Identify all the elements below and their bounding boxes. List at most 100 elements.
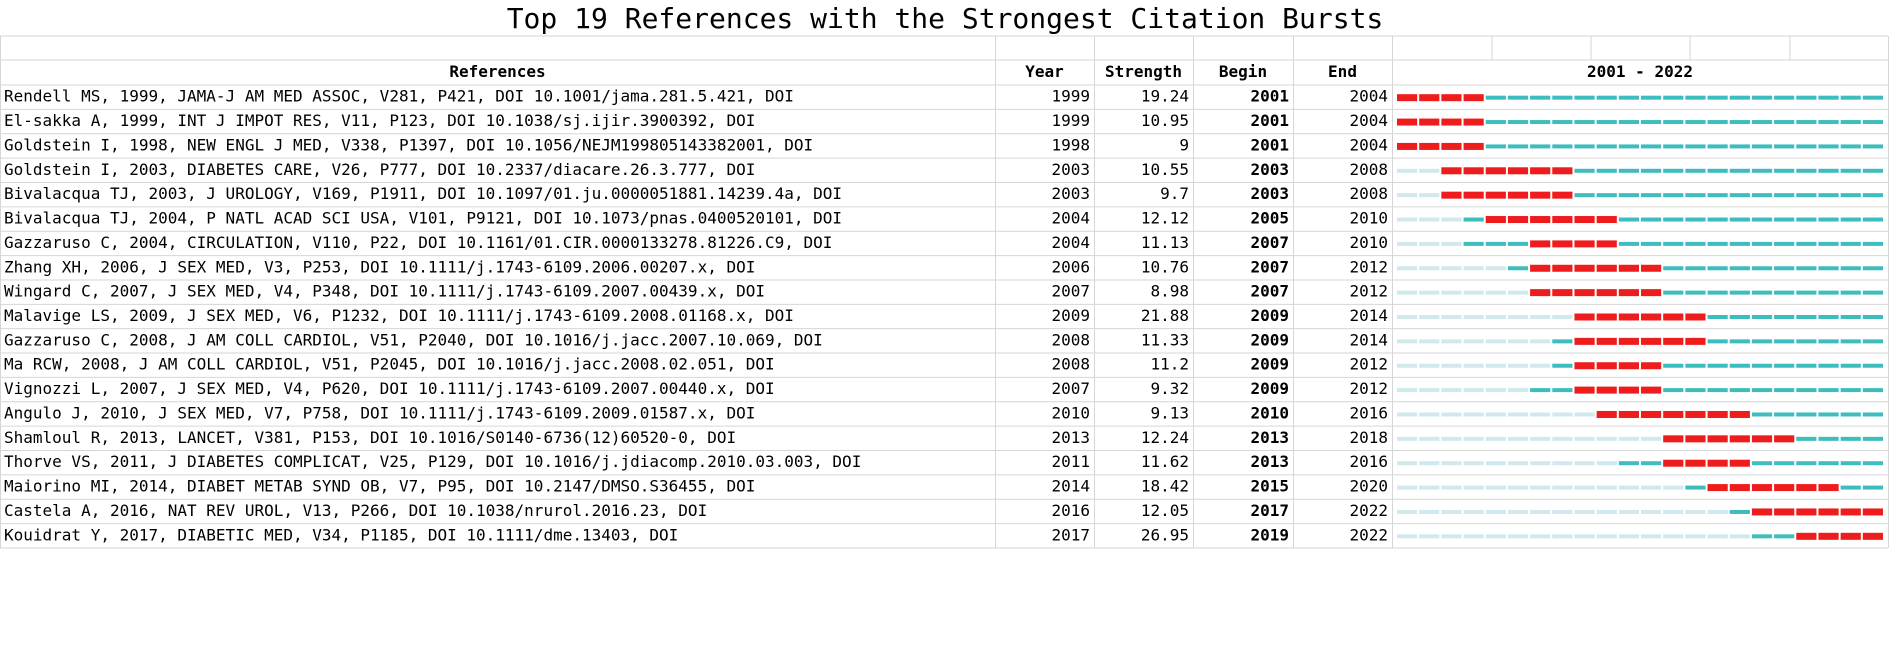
timeline-segment — [1840, 388, 1861, 393]
timeline-segment — [1707, 95, 1728, 100]
reference: Wingard C, 2007, J SEX MED, V4, P348, DO… — [4, 282, 765, 301]
timeline-segment — [1441, 290, 1462, 295]
burst-segment — [1574, 264, 1595, 272]
timeline-segment — [1530, 388, 1551, 393]
timeline-segment — [1419, 168, 1440, 173]
timeline-segment — [1751, 144, 1773, 149]
burst-segment — [1663, 337, 1684, 345]
timeline-segment — [1485, 339, 1506, 344]
timeline-segment — [1641, 485, 1662, 490]
burst-segment — [1618, 362, 1639, 370]
reference: Malavige LS, 2009, J SEX MED, V6, P1232,… — [4, 306, 794, 325]
timeline-segment — [1397, 436, 1418, 441]
strength: 8.98 — [1150, 282, 1189, 301]
timeline-segment — [1485, 461, 1506, 466]
timeline-segment — [1818, 193, 1839, 198]
timeline-segment — [1419, 217, 1440, 222]
timeline-segment — [1530, 95, 1551, 100]
burst-segment — [1641, 337, 1662, 345]
burst-segment — [1463, 191, 1484, 199]
timeline-segment — [1552, 315, 1573, 319]
end: 2012 — [1349, 282, 1388, 301]
burst-segment — [1441, 142, 1462, 150]
timeline-segment — [1552, 144, 1573, 149]
timeline-segment — [1729, 95, 1750, 100]
burst-segment — [1618, 264, 1639, 272]
begin: 2017 — [1250, 501, 1289, 520]
timeline-segment — [1485, 436, 1506, 441]
end: 2020 — [1349, 477, 1388, 496]
burst-segment — [1530, 191, 1551, 199]
timeline-segment — [1507, 388, 1529, 393]
burst-segment — [1574, 216, 1595, 224]
timeline-segment — [1507, 120, 1529, 125]
timeline-segment — [1818, 168, 1839, 173]
timeline-segment — [1641, 534, 1662, 539]
timeline-segment — [1596, 120, 1617, 125]
begin: 2009 — [1250, 330, 1289, 349]
burst-segment — [1618, 289, 1639, 297]
burst-segment — [1663, 435, 1684, 443]
burst-segment — [1530, 167, 1551, 175]
burst-segment — [1641, 362, 1662, 370]
timeline-segment — [1574, 509, 1595, 514]
timeline-segment — [1707, 266, 1728, 271]
timeline-segment — [1441, 315, 1462, 319]
timeline-segment — [1774, 534, 1795, 539]
timeline-segment — [1463, 217, 1484, 222]
timeline-segment — [1707, 363, 1728, 368]
timeline-segment — [1618, 217, 1639, 222]
timeline-segment — [1530, 461, 1551, 466]
timeline-segment — [1574, 534, 1595, 539]
year: 2014 — [1051, 477, 1090, 496]
reference: Zhang XH, 2006, J SEX MED, V3, P253, DOI… — [4, 257, 755, 276]
timeline-segment — [1663, 534, 1684, 539]
timeline-segment — [1774, 388, 1795, 393]
timeline-segment — [1485, 412, 1506, 417]
timeline-segment — [1796, 339, 1817, 344]
timeline-segment — [1397, 388, 1418, 393]
year: 1998 — [1051, 135, 1090, 154]
timeline-segment — [1663, 241, 1684, 246]
timeline-segment — [1463, 534, 1484, 539]
timeline-segment — [1574, 436, 1595, 441]
timeline-segment — [1485, 95, 1506, 100]
timeline-segment — [1862, 363, 1883, 368]
timeline-segment — [1419, 412, 1440, 417]
timeline-segment — [1596, 534, 1617, 539]
end: 2018 — [1349, 428, 1388, 447]
timeline-segment — [1818, 363, 1839, 368]
end: 2012 — [1349, 257, 1388, 276]
burst-segment — [1397, 94, 1418, 102]
timeline-segment — [1707, 217, 1728, 222]
timeline-segment — [1862, 290, 1883, 295]
strength: 11.13 — [1141, 233, 1189, 252]
year: 2003 — [1051, 160, 1090, 179]
begin: 2003 — [1250, 160, 1289, 179]
burst-segment — [1507, 216, 1529, 224]
timeline-segment — [1641, 168, 1662, 173]
burst-segment — [1707, 459, 1728, 467]
reference: Bivalacqua TJ, 2004, P NATL ACAD SCI USA… — [4, 209, 842, 228]
timeline-segment — [1685, 534, 1706, 539]
strength: 18.42 — [1141, 477, 1189, 496]
timeline-segment — [1751, 193, 1773, 198]
timeline-segment — [1840, 485, 1861, 490]
burst-segment — [1397, 118, 1418, 126]
timeline-segment — [1618, 509, 1639, 514]
end: 2014 — [1349, 306, 1388, 325]
timeline-segment — [1397, 363, 1418, 368]
burst-segment — [1596, 386, 1617, 394]
timeline-segment — [1485, 315, 1506, 319]
timeline-segment — [1862, 120, 1883, 125]
timeline-segment — [1419, 509, 1440, 514]
burst-segment — [1729, 435, 1750, 443]
timeline-segment — [1441, 534, 1462, 539]
timeline-segment — [1641, 144, 1662, 149]
timeline-segment — [1663, 95, 1684, 100]
burst-segment — [1596, 216, 1617, 224]
timeline-segment — [1751, 461, 1773, 466]
timeline-segment — [1441, 217, 1462, 222]
reference: Rendell MS, 1999, JAMA-J AM MED ASSOC, V… — [4, 87, 794, 106]
